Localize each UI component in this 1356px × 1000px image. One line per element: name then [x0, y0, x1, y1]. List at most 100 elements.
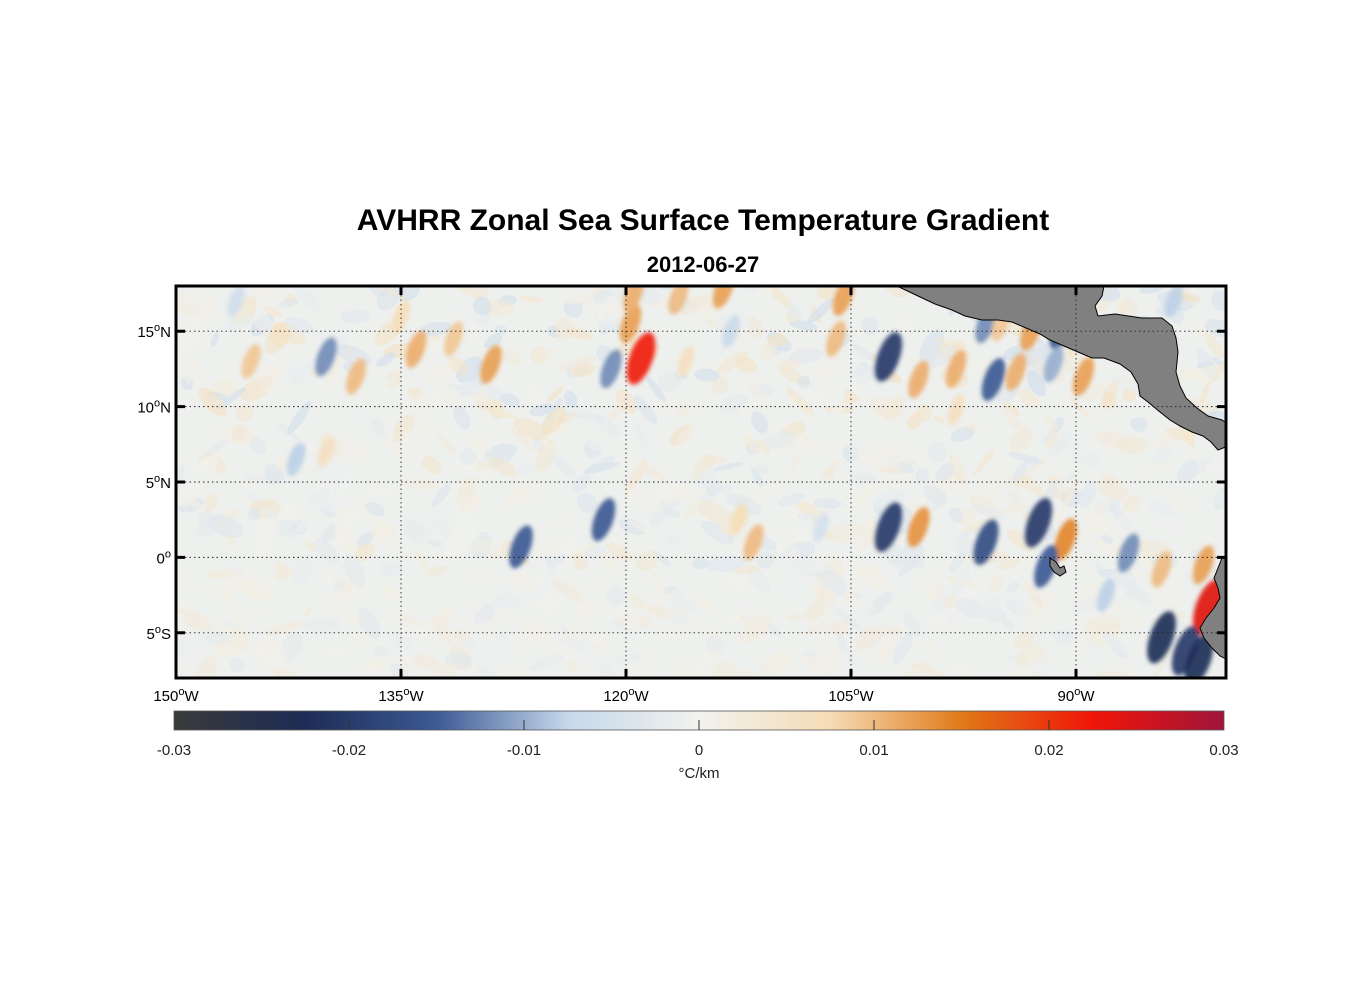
texture-blob	[323, 356, 341, 391]
texture-blob	[1018, 476, 1046, 497]
gradient-feature	[405, 330, 427, 369]
texture-blob	[675, 424, 694, 450]
texture-blob	[795, 501, 817, 515]
texture-blob	[850, 484, 880, 507]
texture-blob	[385, 615, 401, 626]
gradient-feature	[1164, 286, 1183, 318]
texture-blob	[284, 359, 298, 368]
gradient-feature	[509, 525, 533, 569]
texture-blob	[572, 474, 591, 493]
texture-blob	[1142, 460, 1167, 475]
texture-blob	[420, 455, 442, 475]
texture-blob	[255, 524, 278, 545]
texture-blob	[767, 286, 793, 309]
texture-blob	[836, 506, 853, 524]
texture-blob	[555, 514, 576, 530]
texture-blob	[1123, 612, 1144, 630]
texture-blob	[194, 316, 209, 340]
gradient-feature	[346, 358, 366, 395]
texture-blob	[895, 319, 911, 338]
texture-blob	[636, 461, 669, 483]
texture-blob	[899, 310, 912, 324]
texture-blob	[575, 598, 597, 618]
texture-blob	[935, 462, 956, 482]
texture-blob	[1102, 392, 1117, 410]
texture-blob	[1130, 417, 1148, 432]
texture-blob	[705, 555, 746, 572]
texture-blob	[537, 563, 559, 597]
texture-blob	[1125, 579, 1141, 595]
texture-blob	[278, 518, 298, 538]
texture-blob	[1020, 639, 1045, 659]
gradient-feature	[1043, 346, 1064, 383]
texture-blob	[265, 321, 290, 355]
texture-blob	[596, 552, 619, 567]
texture-blob	[1112, 375, 1142, 394]
texture-blob	[777, 360, 800, 371]
texture-blob	[494, 324, 507, 335]
texture-blob	[216, 387, 246, 410]
texture-blob	[1072, 551, 1084, 565]
texture-blob	[447, 356, 469, 375]
texture-blob	[550, 397, 563, 413]
texture-blob	[638, 493, 657, 522]
texture-blob	[415, 418, 436, 439]
texture-blob	[291, 558, 313, 586]
texture-blob	[1012, 661, 1037, 678]
texture-blob	[1045, 414, 1060, 432]
texture-blob	[618, 518, 647, 535]
texture-blob	[176, 608, 213, 632]
texture-blob	[851, 362, 871, 386]
texture-blob	[1165, 427, 1191, 441]
texture-blob	[413, 549, 429, 570]
texture-blob	[674, 401, 691, 417]
gradient-feature	[591, 498, 616, 542]
texture-blob	[183, 353, 206, 383]
texture-blob	[979, 595, 1001, 620]
texture-blob	[372, 377, 396, 385]
texture-blob	[868, 590, 894, 616]
texture-blob	[1087, 513, 1110, 535]
texture-blob	[529, 403, 555, 417]
gradient-feature	[668, 286, 689, 315]
texture-blob	[920, 345, 957, 370]
texture-blob	[687, 615, 722, 640]
texture-blob	[811, 578, 826, 593]
texture-blob	[791, 528, 818, 542]
gradient-feature	[480, 345, 502, 384]
texture-blob	[1069, 628, 1090, 661]
texture-blob	[419, 321, 452, 337]
texture-blob	[951, 565, 971, 597]
texture-blob	[565, 289, 586, 305]
texture-blob	[1102, 631, 1129, 656]
texture-blob	[650, 570, 666, 595]
texture-blob	[339, 440, 358, 459]
texture-blob	[280, 504, 298, 521]
texture-blob	[443, 527, 463, 565]
texture-blob	[761, 430, 796, 446]
texture-blob	[635, 550, 658, 572]
texture-blob	[949, 452, 968, 487]
texture-blob	[1018, 389, 1040, 408]
gradient-feature	[315, 337, 337, 377]
texture-blob	[227, 561, 245, 577]
texture-blob	[294, 286, 322, 312]
texture-blob	[785, 387, 815, 416]
texture-blob	[1153, 434, 1172, 449]
texture-blob	[430, 607, 454, 627]
texture-blob	[340, 309, 371, 324]
texture-blob	[306, 488, 338, 506]
texture-blob	[206, 443, 220, 456]
texture-blob	[233, 609, 262, 622]
texture-blob	[589, 630, 606, 644]
central-america-land	[896, 286, 1226, 451]
texture-blob	[294, 513, 315, 533]
texture-blob	[948, 507, 964, 523]
texture-blob	[914, 596, 931, 613]
texture-blob	[858, 448, 893, 471]
gradient-feature	[623, 286, 644, 313]
texture-blob	[949, 551, 966, 573]
texture-blob	[1010, 460, 1029, 484]
texture-blob	[287, 367, 305, 386]
texture-blob	[789, 449, 803, 479]
